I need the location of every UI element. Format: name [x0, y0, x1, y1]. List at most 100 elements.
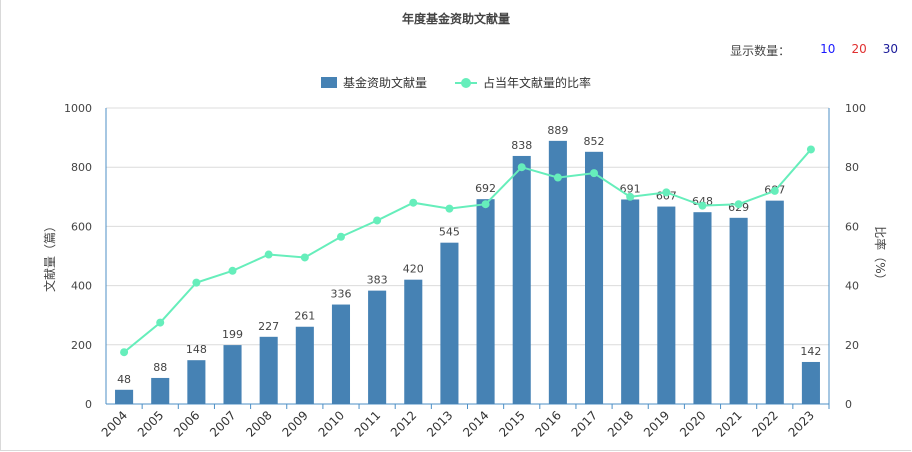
display-count-label: 显示数量： — [730, 44, 791, 58]
legend-line-swatch — [455, 77, 477, 89]
ratio-point — [445, 204, 454, 213]
ratio-point — [120, 348, 129, 357]
ratio-point — [734, 200, 743, 209]
ratio-point — [373, 216, 382, 225]
legend-bar-swatch — [320, 77, 337, 88]
chart-title: 年度基金资助文献量 — [401, 12, 510, 26]
x-tick-label: 2014 — [460, 408, 491, 439]
bar — [151, 377, 170, 404]
bar — [259, 336, 278, 404]
y-tick-label: 1000 — [64, 102, 92, 115]
bar — [476, 199, 495, 404]
ratio-point — [626, 192, 635, 201]
bar-value-label: 383 — [367, 274, 388, 287]
x-tick-label: 2008 — [243, 408, 274, 439]
y-tick-label: 400 — [71, 280, 92, 293]
ratio-point — [481, 200, 490, 209]
bar-value-label: 142 — [800, 345, 821, 358]
x-tick-label: 2019 — [641, 408, 672, 439]
x-tick-label: 2006 — [171, 408, 202, 439]
x-tick-label: 2018 — [605, 408, 636, 439]
ratio-point — [192, 278, 201, 287]
bar — [404, 279, 423, 404]
bar — [440, 242, 459, 404]
bar-value-label: 261 — [294, 310, 315, 323]
legend-item-bar-series[interactable]: 基金资助文献量 — [320, 74, 427, 91]
y2-tick-label: 60 — [845, 220, 859, 233]
bar — [187, 360, 206, 404]
bar — [584, 151, 604, 404]
x-tick-label: 2005 — [135, 408, 166, 439]
bar — [368, 290, 387, 404]
x-tick-label: 2004 — [99, 408, 130, 439]
y2-axis-title: 比率（%） — [873, 226, 888, 285]
ratio-point — [336, 232, 345, 241]
bar-value-label: 420 — [403, 263, 424, 276]
ratio-point — [409, 198, 418, 207]
ratio-point — [553, 173, 562, 182]
y2-tick-label: 80 — [845, 161, 859, 174]
bar — [512, 155, 531, 404]
bar — [621, 199, 640, 404]
x-tick-label: 2007 — [207, 408, 238, 439]
count-option-30[interactable]: 30 — [882, 42, 898, 56]
x-tick-label: 2016 — [532, 408, 563, 439]
x-tick-label: 2009 — [279, 408, 310, 439]
x-tick-label: 2022 — [749, 408, 780, 439]
ratio-line — [123, 148, 812, 353]
count-option-20[interactable]: 20 — [851, 42, 867, 56]
ratio-point — [662, 188, 671, 197]
y-axis-title: 文献量（篇） — [42, 220, 57, 292]
y2-tick-label: 40 — [845, 280, 859, 293]
y-tick-label: 600 — [71, 220, 92, 233]
bar-value-label: 227 — [258, 320, 279, 333]
ratio-point — [517, 163, 526, 172]
y-tick-label: 800 — [71, 161, 92, 174]
x-tick-label: 2023 — [786, 408, 817, 439]
bar — [765, 200, 784, 404]
bar — [223, 345, 242, 404]
count-option-10[interactable]: 10 — [820, 42, 836, 56]
x-tick-label: 2021 — [713, 408, 744, 439]
legend-item-line-series[interactable]: 占当年文献量的比率 — [455, 74, 591, 91]
ratio-point — [590, 169, 599, 178]
bar-value-label: 889 — [547, 124, 568, 137]
ratio-point — [806, 145, 815, 154]
y-tick-label: 0 — [85, 398, 92, 411]
bar — [801, 361, 820, 404]
bar — [729, 217, 748, 404]
ratio-point — [156, 318, 165, 327]
y2-tick-label: 20 — [845, 339, 859, 352]
bar-value-label: 692 — [475, 182, 496, 195]
chart-legend: 基金资助文献量 占当年文献量的比率 — [0, 74, 912, 91]
x-tick-label: 2013 — [424, 408, 455, 439]
bar-value-label: 48 — [117, 373, 131, 386]
legend-line-label: 占当年文献量的比率 — [483, 76, 592, 90]
x-tick-label: 2020 — [677, 408, 708, 439]
bar-value-label: 838 — [511, 139, 532, 152]
x-tick-label: 2017 — [569, 408, 600, 439]
x-tick-label: 2010 — [316, 408, 347, 439]
y2-tick-label: 0 — [845, 398, 852, 411]
ratio-point — [698, 201, 707, 210]
bar — [693, 212, 712, 404]
bar — [331, 304, 351, 404]
x-tick-label: 2012 — [388, 408, 419, 439]
bar-value-label: 336 — [330, 288, 351, 301]
bar — [548, 140, 567, 404]
bar-value-label: 852 — [584, 135, 605, 148]
x-tick-label: 2015 — [496, 408, 527, 439]
bar-value-label: 88 — [153, 361, 167, 374]
bar — [657, 206, 676, 404]
bar-value-label: 199 — [222, 328, 243, 341]
ratio-point — [228, 266, 237, 275]
bar — [295, 326, 314, 404]
ratio-point — [264, 250, 273, 259]
ratio-point — [770, 186, 779, 195]
y-tick-label: 200 — [71, 339, 92, 352]
legend-bar-label: 基金资助文献量 — [342, 76, 427, 90]
ratio-point — [300, 253, 309, 262]
bar-value-label: 545 — [439, 226, 460, 239]
